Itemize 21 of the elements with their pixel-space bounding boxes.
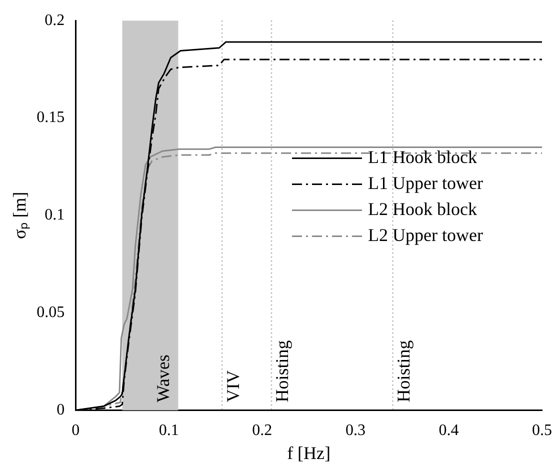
x-tick-label: 0.4 — [438, 422, 459, 440]
ref-line-label: Hoisting — [393, 340, 414, 402]
legend-label: L2 Upper tower — [368, 225, 483, 246]
y-tick-label: 0 — [56, 401, 65, 418]
x-tick-label: 0.1 — [158, 422, 179, 440]
ref-line-label: Hoisting — [272, 340, 292, 402]
x-tick-label: 0.3 — [345, 422, 366, 440]
legend-label: L1 Hook block — [368, 147, 477, 168]
y-axis-title: σₚ [m] — [10, 192, 31, 239]
legend-label: L1 Upper tower — [368, 173, 483, 194]
y-tick-label: 0.05 — [36, 304, 65, 322]
band-label: Waves — [152, 354, 173, 402]
y-tick-label: 0.1 — [44, 206, 65, 224]
x-tick-label: 0.2 — [252, 422, 272, 440]
ref-line-label: VIV — [222, 370, 243, 402]
y-tick-label: 0.2 — [44, 12, 65, 29]
x-axis-title: f [Hz] — [287, 442, 331, 463]
x-tick-label: 0 — [72, 422, 80, 440]
legend-label: L2 Hook block — [368, 199, 477, 220]
y-tick-label: 0.15 — [36, 109, 65, 126]
x-tick-label: 0.5 — [532, 422, 552, 440]
